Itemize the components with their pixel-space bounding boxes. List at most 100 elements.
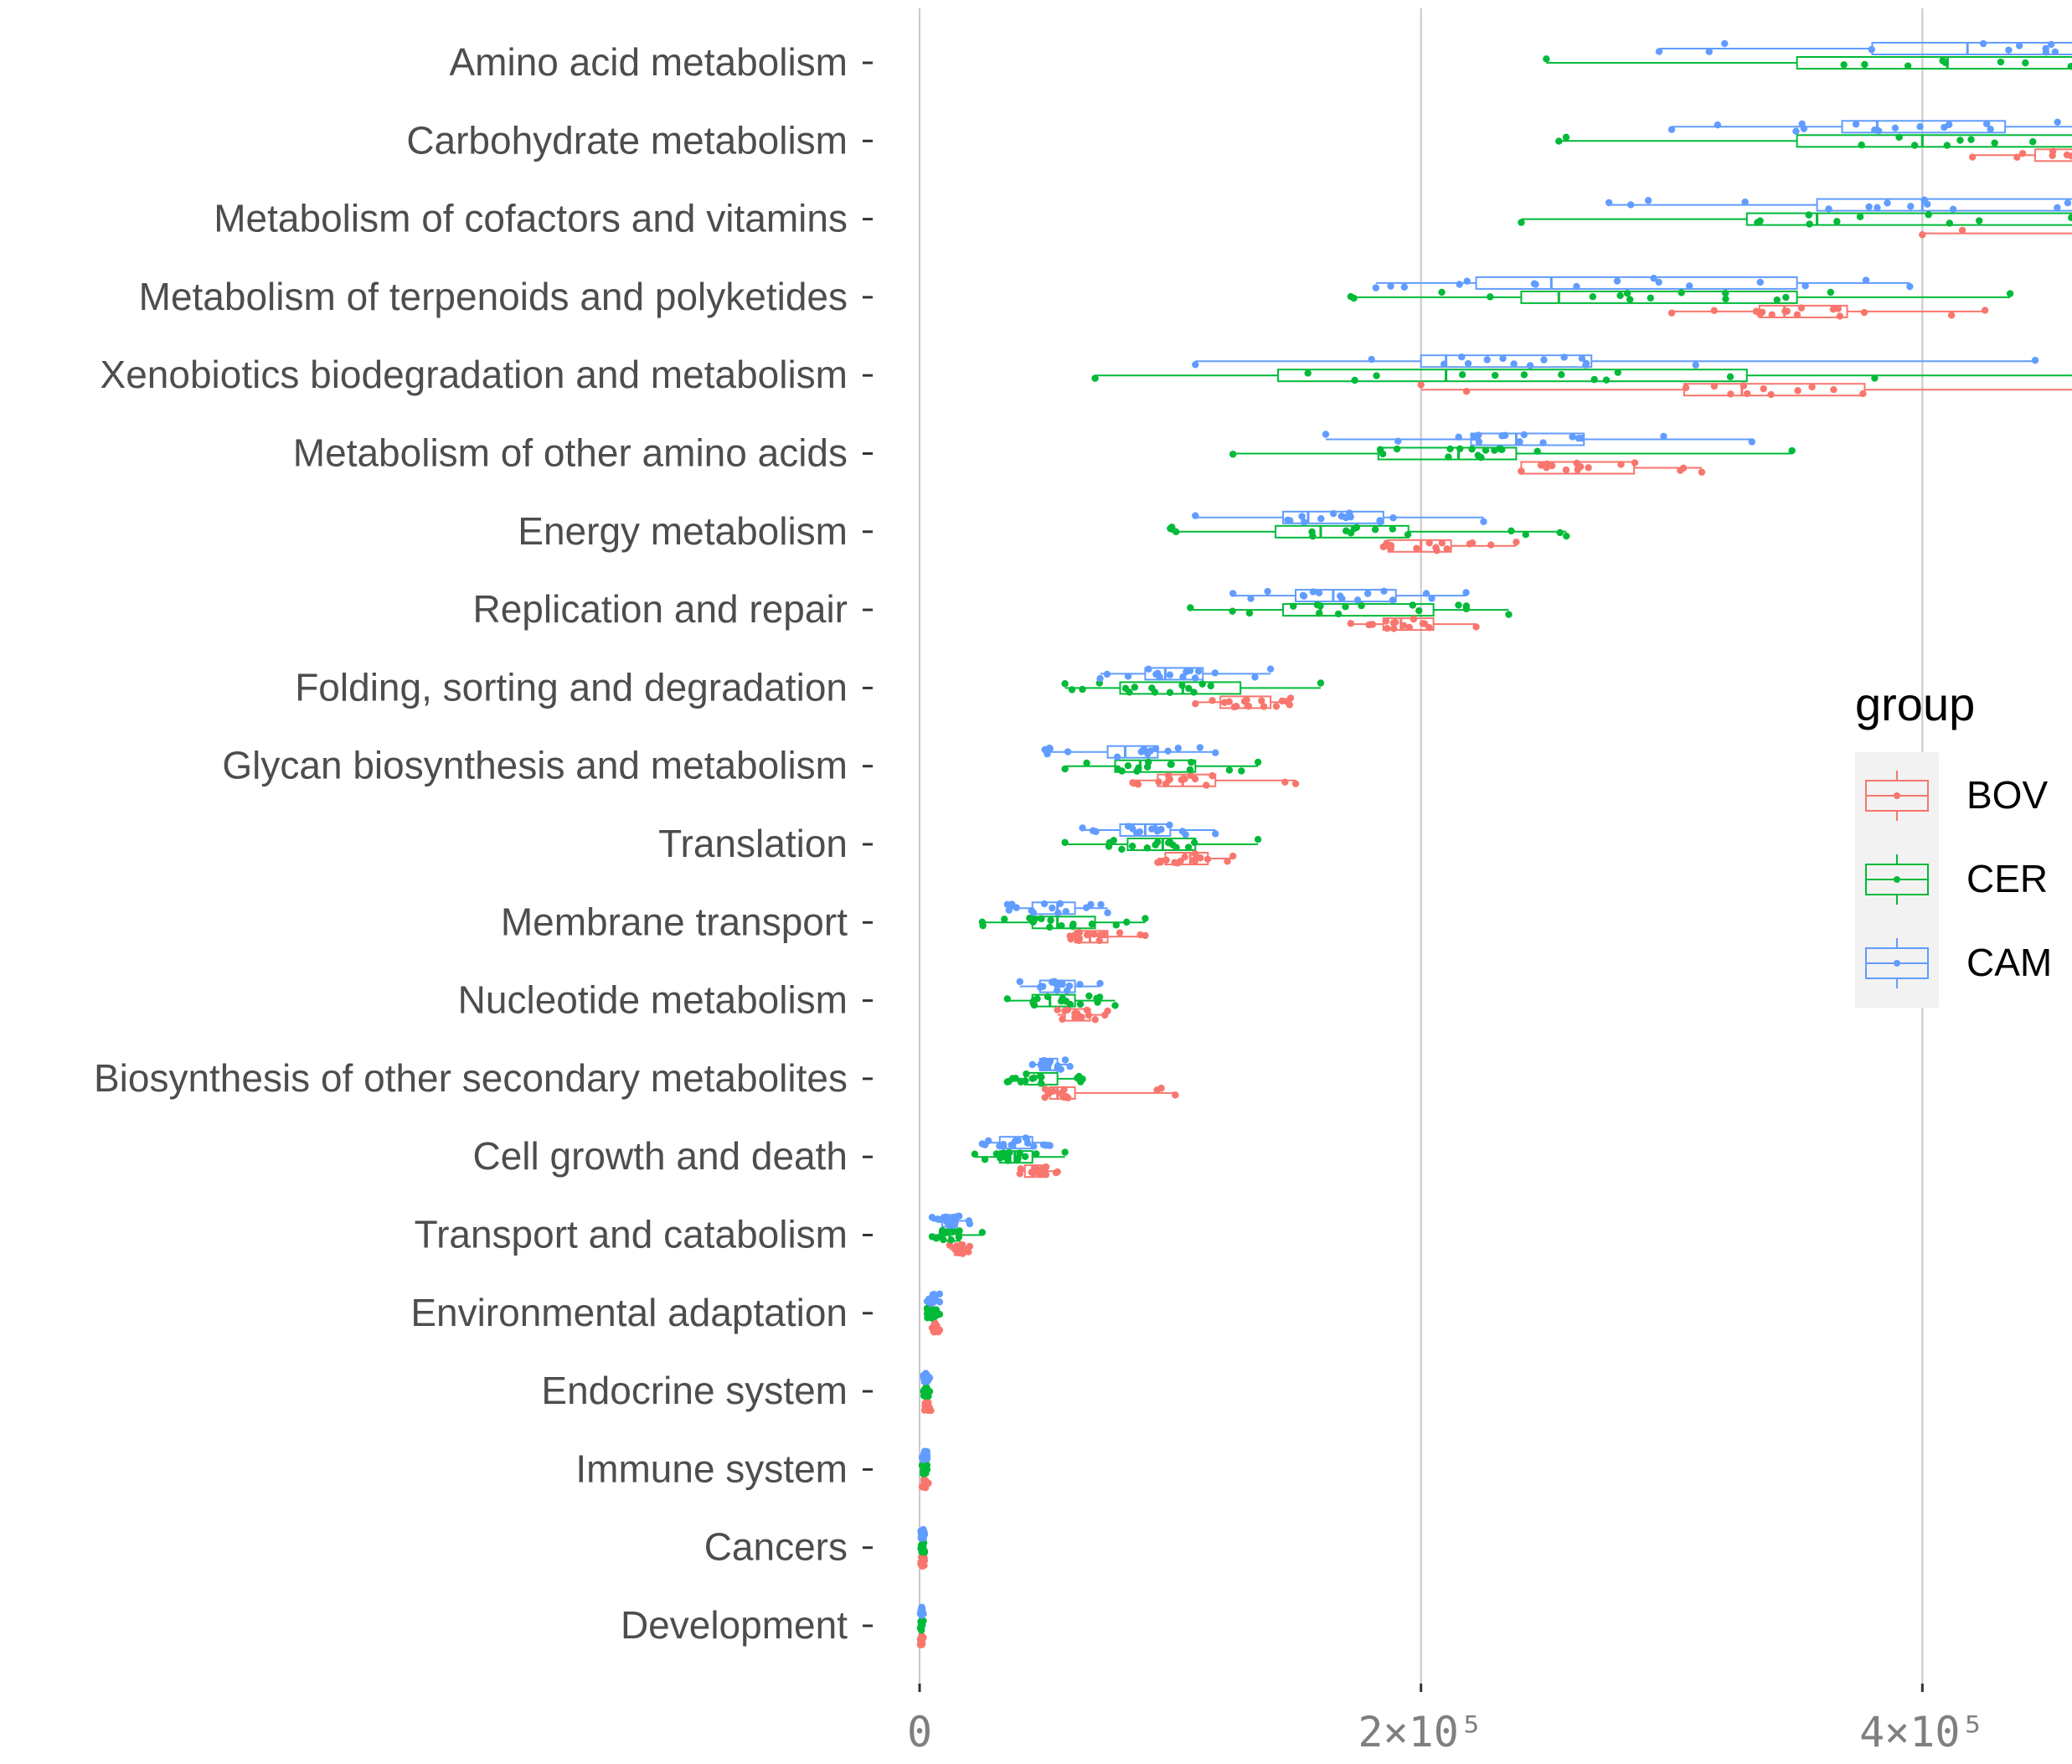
point-cat2-cer [1946, 219, 1953, 227]
point-cat16-cam [935, 1290, 944, 1298]
point-cat10-cer [1128, 842, 1137, 850]
point-cat10-cam [1166, 821, 1173, 829]
point-cat13-cer [1023, 1070, 1030, 1078]
legend-point-cer [1894, 876, 1900, 883]
point-cat2-cer [2068, 214, 2072, 222]
point-cat3-bov [1768, 311, 1776, 319]
point-cat11-bov [1096, 931, 1104, 939]
point-cat4-cam [1692, 361, 1699, 369]
point-cat3-cer [1486, 293, 1494, 301]
point-cat8-cer [1198, 680, 1206, 688]
point-cat0-cam [1868, 45, 1875, 54]
point-cat5-cer [1445, 453, 1452, 461]
point-cat6-cam [1329, 509, 1338, 518]
point-cat7-bov [1410, 616, 1418, 623]
point-cat7-cer [1342, 603, 1349, 611]
point-cat18-cer [923, 1466, 931, 1473]
point-cat7-cer [1415, 606, 1423, 615]
point-cat4-bov [1760, 384, 1767, 393]
point-cat5-cam [1322, 431, 1330, 438]
point-cat8-cam [1251, 673, 1259, 681]
point-cat6-cam [1192, 512, 1199, 519]
point-cat2-cam [1924, 200, 1931, 208]
point-cat9-bov [1291, 780, 1300, 787]
point-cat6-cer [1172, 528, 1180, 536]
point-cat9-cer [1118, 767, 1126, 775]
y-tick-label-14: Cell growth and death [472, 1134, 848, 1178]
point-cat3-cer [1350, 294, 1358, 302]
point-cat8-bov [1286, 701, 1294, 709]
point-cat3-cam [1387, 282, 1394, 290]
point-cat12-cam [1036, 983, 1044, 991]
point-cat7-cer [1462, 605, 1471, 613]
box-cat0-cer [1796, 56, 2072, 70]
point-cat11-bov [1142, 931, 1149, 940]
point-cat5-bov [1562, 466, 1570, 474]
point-cat3-cer [1722, 295, 1729, 303]
point-cat3-bov [1667, 309, 1676, 317]
jitter-points-layer [916, 39, 2072, 1648]
point-cat14-cam [1023, 1139, 1032, 1147]
point-cat10-cer [1061, 838, 1069, 846]
point-cat3-cam [1655, 278, 1662, 286]
y-tick-label-20: Development [621, 1603, 848, 1647]
point-cat6-cam [1389, 514, 1397, 522]
point-cat8-bov [1209, 697, 1216, 704]
x-tick-label-2: 4×10⁵ [1859, 1708, 1986, 1756]
point-cat12-bov [1091, 1016, 1099, 1024]
point-cat10-bov [1190, 856, 1198, 864]
y-tick-label-16: Environmental adaptation [410, 1291, 848, 1334]
point-cat1-cam [1891, 124, 1899, 132]
point-cat6-cer [1556, 529, 1564, 537]
legend: group BOV CER CAM [1855, 678, 2052, 1008]
point-cat2-cam [1949, 205, 1957, 214]
point-cat9-bov [1209, 771, 1216, 780]
y-tick-label-10: Translation [658, 822, 848, 865]
point-cat12-cer [1094, 998, 1101, 1006]
point-cat9-bov [1281, 778, 1289, 787]
point-cat12-cam [1053, 987, 1061, 994]
point-cat10-cam [1148, 825, 1156, 833]
point-cat0-cer [1543, 55, 1550, 63]
box-cat2-cer [1745, 212, 2072, 226]
point-cat10-bov [1157, 859, 1164, 866]
point-cat7-bov [1419, 620, 1427, 627]
point-cat15-bov [966, 1242, 974, 1251]
box-cat4-cer [1277, 369, 1748, 383]
point-cat16-cer [924, 1308, 931, 1317]
point-cat0-cer [2067, 62, 2072, 70]
box-cat8-cam [1144, 667, 1204, 681]
point-cat4-bov [1462, 388, 1471, 395]
point-cat3-bov [1836, 312, 1844, 320]
point-cat8-cer [1068, 686, 1076, 694]
box-cat7-cam [1295, 589, 1397, 603]
point-cat7-cer [1505, 611, 1513, 618]
point-cat17-bov [922, 1400, 930, 1408]
y-tick-label-1: Carbohydrate metabolism [406, 118, 848, 162]
point-cat7-cam [1462, 589, 1470, 596]
point-cat8-cer [1207, 682, 1214, 690]
point-cat12-bov [1059, 1015, 1066, 1023]
point-cat2-cam [2054, 204, 2061, 212]
y-tick-label-18: Immune system [575, 1447, 848, 1490]
point-cat13-cer [1030, 1074, 1038, 1081]
point-cat0-cam [1705, 48, 1713, 55]
point-cat3-cer [1773, 296, 1781, 304]
point-cat3-cam [1400, 283, 1409, 291]
point-cat5-cam [1660, 432, 1667, 441]
point-cat15-cam [951, 1221, 958, 1229]
y-tick-label-12: Nucleotide metabolism [458, 978, 848, 1022]
point-cat4-cam [1560, 353, 1568, 361]
point-cat13-cam [1066, 1062, 1074, 1070]
point-cat3-cam [1906, 282, 1914, 291]
point-cat4-bov [1830, 385, 1837, 394]
point-cat7-cer [1455, 601, 1462, 609]
point-cat7-cer [1245, 609, 1254, 617]
point-cat12-cam [1096, 979, 1104, 988]
point-cat4-cam [1464, 359, 1472, 368]
point-cat4-bov [1710, 382, 1719, 390]
point-cat2-cer [1833, 218, 1841, 225]
point-cat4-cam [1526, 362, 1534, 369]
point-cat3-cam [1862, 276, 1870, 284]
point-cat8-cer [1061, 679, 1069, 688]
